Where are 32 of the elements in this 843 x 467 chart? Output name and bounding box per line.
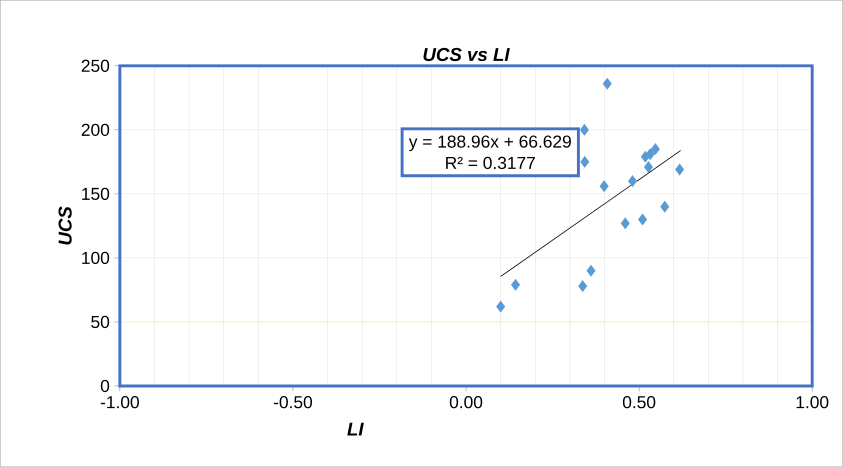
point	[650, 143, 660, 156]
point	[628, 175, 637, 188]
point	[511, 279, 520, 291]
point	[586, 264, 596, 277]
y-tick-label: 0	[100, 380, 110, 392]
x-axis-title: LI	[347, 422, 364, 436]
x-tick-label: 1.00	[796, 396, 828, 408]
annotation: R² = 0.3177	[446, 156, 535, 170]
y-tick-label: 50	[91, 316, 110, 328]
y-axis-title: UCS	[58, 206, 72, 245]
y-tick-label: 100	[82, 252, 110, 264]
x-tick-label: 0.00	[450, 396, 482, 408]
point	[646, 148, 655, 160]
y-tick-label: 250	[82, 60, 110, 72]
point	[620, 218, 630, 230]
y-tick-label: 150	[82, 188, 110, 200]
x-tick-label: -0.50	[274, 396, 312, 408]
point	[638, 214, 648, 226]
point	[644, 161, 653, 173]
chart-title: UCS vs LI	[424, 48, 510, 62]
point	[578, 280, 588, 292]
annotation: y = 188.96x + 66.629	[408, 136, 571, 152]
x-tick-label: -1.00	[100, 396, 139, 408]
point	[602, 78, 612, 90]
x-tick-label: 0.50	[622, 396, 656, 408]
point	[580, 124, 589, 136]
y-tick-label: 200	[82, 124, 110, 136]
point	[660, 200, 670, 213]
point	[496, 300, 506, 313]
point	[600, 180, 609, 192]
point	[580, 156, 590, 168]
point	[675, 164, 684, 176]
